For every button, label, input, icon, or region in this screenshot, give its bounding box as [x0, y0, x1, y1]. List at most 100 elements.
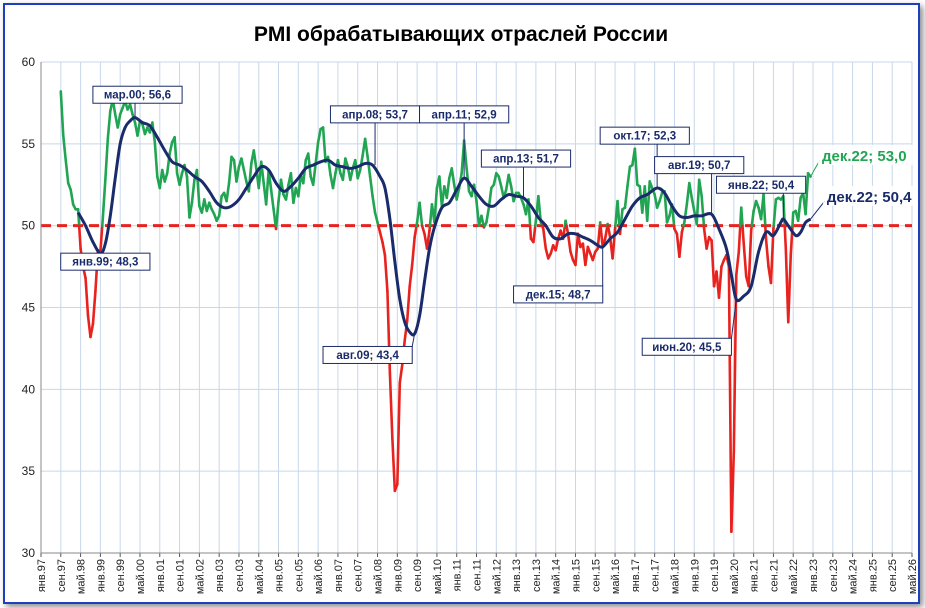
x-tick-label: май.04 — [254, 559, 266, 594]
pmi-segment-above — [247, 162, 253, 193]
pmi-segment-above — [69, 188, 75, 206]
pmi-segment-above — [242, 168, 248, 183]
x-tick-label: сен.05 — [293, 559, 305, 592]
annotation-box — [513, 285, 604, 304]
pmi-segment-above — [363, 137, 369, 159]
pmi-segment-below — [764, 237, 770, 268]
x-tick-label: сен.13 — [531, 559, 543, 592]
x-tick-label: май.98 — [76, 559, 88, 594]
pmi-segment-below — [678, 230, 684, 259]
pmi-segment-below — [84, 276, 90, 317]
annotation-box — [641, 337, 732, 356]
x-tick-label: сен.97 — [56, 559, 68, 592]
pmi-segment-above — [804, 171, 810, 216]
annotation-label: окт.17; 52,3 — [599, 126, 690, 189]
y-tick-label: 45 — [22, 301, 36, 315]
annotation-label: апр.08; 53,7 — [329, 105, 421, 166]
annotation-box — [599, 126, 690, 145]
y-tick-label: 50 — [22, 219, 36, 233]
pmi-segment-above — [153, 140, 159, 178]
x-tick-label: янв.21 — [749, 559, 761, 592]
x-tick-label: янв.99 — [95, 559, 107, 592]
pmi-segment-above — [368, 175, 374, 198]
pmi-segment-below — [730, 450, 736, 534]
pmi-segment-below — [569, 250, 575, 262]
annotation-text: янв.22; 50,4 — [728, 180, 795, 192]
pmi-segment-below — [554, 237, 560, 252]
pmi-segment-above — [195, 168, 201, 208]
pmi-segment-above — [475, 199, 481, 227]
x-tick-label: сен.17 — [650, 559, 662, 592]
pmi-segment-above — [697, 178, 703, 198]
pmi-segment-above — [418, 201, 424, 227]
pmi-segment-below — [574, 232, 580, 267]
pmi-segment-below — [783, 224, 788, 250]
pmi-segment-below — [91, 289, 97, 326]
x-tick-label: сен.19 — [709, 559, 721, 592]
chart-title: PMI обрабатывающих отраслей России — [254, 23, 668, 46]
pmi-segment-above — [252, 149, 258, 170]
x-tick-label: янв.25 — [867, 559, 879, 592]
pmi-segment-above — [316, 127, 322, 144]
annotation-layer: янв.99; 48,3 мар.00; 56,6 апр.08; 53,7 авг.… — [60, 85, 918, 364]
annotation-leader — [730, 299, 737, 339]
pmi-segment-below — [99, 224, 104, 254]
pmi-segment-above — [61, 134, 68, 162]
pmi-segment-above — [806, 171, 812, 178]
annotation-box — [654, 156, 745, 175]
pmi-segment-above — [341, 157, 347, 182]
annotation-text: авг.09; 43,4 — [336, 350, 399, 362]
pmi-segment-below — [405, 284, 411, 322]
annotation-leader — [411, 333, 416, 347]
pmi-segment-above — [321, 126, 327, 164]
pmi-segment-above — [358, 153, 364, 172]
pmi-segment-below — [786, 253, 793, 324]
annotation-box — [60, 252, 151, 271]
annotation-label: мар.00; 56,6 — [92, 85, 183, 118]
pmi-segment-below — [388, 371, 394, 440]
pmi-chart: PMI обрабатывающих отраслей России янв.9… — [22, 23, 918, 594]
x-tick-label: янв.03 — [214, 559, 226, 592]
pmi-segment-above — [106, 109, 112, 141]
annotation-text: дек.15; 48,7 — [526, 289, 591, 301]
pmi-segment-below — [378, 230, 384, 244]
annotation-box — [419, 105, 510, 124]
pmi-segment-above — [772, 198, 778, 227]
x-tick-label: янв.05 — [274, 559, 286, 592]
pmi-segment-below — [381, 240, 387, 257]
y-tick-label: 55 — [22, 137, 36, 151]
pmi-segment-below — [606, 224, 612, 239]
annotation-text: апр.13; 51,7 — [493, 154, 559, 166]
pmi-segment-above — [688, 181, 694, 200]
pmi-segment-above — [185, 175, 191, 219]
grid-layer — [40, 61, 913, 554]
pmi-segment-above — [100, 216, 105, 227]
annotation-box — [480, 149, 572, 168]
pmi-segment-below — [747, 229, 753, 288]
x-tick-label: сен.25 — [887, 559, 899, 592]
pmi-segment-above — [76, 208, 81, 227]
axis-layer: 30 35 40 45 50 55 60 янв.97 сен.97 май.98 янв.99 се… — [22, 55, 918, 594]
pmi-segment-above — [626, 165, 632, 188]
pmi-segment-above — [507, 173, 513, 188]
pmi-segment-above — [311, 162, 317, 187]
x-tick-label: янв.11 — [452, 559, 464, 591]
x-tick-label: сен.99 — [115, 559, 127, 592]
pmi-segment-below — [420, 224, 426, 236]
pmi-segment-below — [542, 227, 548, 250]
pmi-segment-below — [737, 224, 742, 254]
pmi-segment-above — [269, 188, 275, 211]
pmi-segment-above — [492, 171, 498, 187]
x-tick-label: май.24 — [848, 559, 860, 594]
pmi-segment-above — [116, 113, 122, 129]
latest-value-callout: дек.22; 50,4 — [810, 185, 918, 220]
pmi-segment-above — [168, 140, 174, 155]
x-tick-label: сен.21 — [768, 559, 780, 592]
x-tick-label: май.26 — [907, 559, 918, 594]
pmi-segment-below — [398, 363, 404, 385]
pmi-segment-above — [225, 181, 231, 203]
pmi-segment-above — [173, 135, 179, 175]
pmi-segment-below — [584, 245, 590, 267]
pmi-segment-above — [104, 137, 110, 182]
x-tick-label: май.16 — [610, 559, 622, 594]
